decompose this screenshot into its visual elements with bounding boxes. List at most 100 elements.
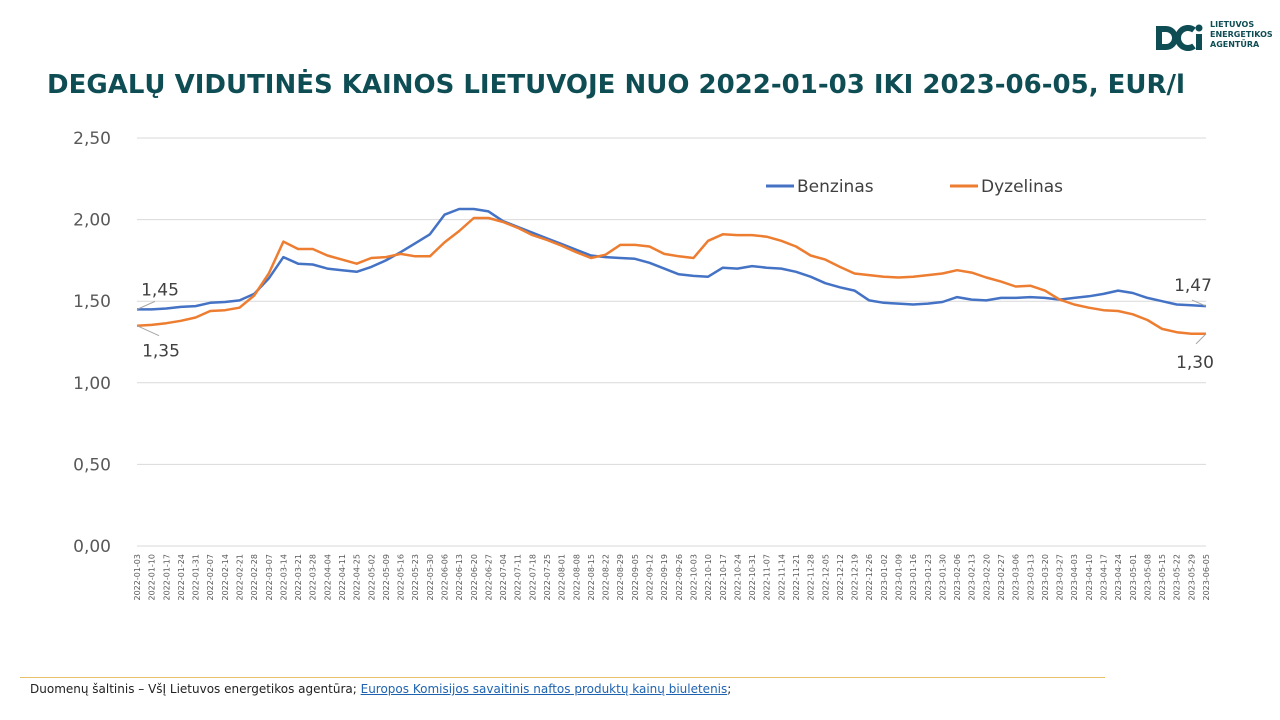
leader-line [136, 300, 156, 310]
x-tick-label: 2022-10-10 [704, 554, 713, 601]
x-tick-label: 2022-01-24 [177, 554, 186, 601]
x-tick-label: 2022-05-02 [367, 554, 376, 601]
x-tick-label: 2022-03-21 [294, 554, 303, 601]
x-tick-label: 2022-06-20 [470, 554, 479, 601]
footer-prefix: Duomenų šaltinis – VšĮ Lietuvos energeti… [30, 682, 361, 696]
x-tick-label: 2023-02-20 [982, 554, 991, 601]
x-tick-label: 2023-04-17 [1099, 554, 1108, 601]
x-tick-label: 2023-03-20 [1041, 554, 1050, 601]
x-tick-label: 2022-08-15 [587, 554, 596, 601]
y-tick-label: 2,50 [73, 129, 111, 149]
x-tick-label: 2023-04-24 [1114, 554, 1123, 601]
x-tick-label: 2022-07-11 [514, 554, 523, 601]
bulletin-link[interactable]: Europos Komisijos savaitinis naftos prod… [360, 682, 728, 696]
legend-label-dyzelinas: Dyzelinas [981, 177, 1063, 197]
legend-label-benzinas: Benzinas [797, 177, 874, 197]
x-tick-label: 2022-02-14 [221, 554, 230, 601]
x-tick-label: 2023-01-02 [880, 554, 889, 601]
x-tick-label: 2022-11-21 [792, 554, 801, 601]
x-tick-label: 2022-01-31 [192, 554, 201, 601]
x-tick-label: 2022-05-09 [382, 554, 391, 601]
logo-line: ENERGETIKOS [1210, 30, 1273, 39]
logo-line: AGENTŪRA [1210, 40, 1260, 49]
x-tick-label: 2022-12-05 [821, 554, 830, 601]
x-tick-label: 2022-09-05 [631, 554, 640, 601]
series-line-dyzelinas [136, 216, 1206, 336]
x-tick-label: 2022-01-03 [133, 554, 142, 601]
data-label-benzinas-first: 1,45 [141, 280, 179, 300]
y-tick-label: 1,50 [73, 292, 111, 312]
x-tick-label: 2022-07-25 [543, 554, 552, 601]
x-tick-label: 2022-03-14 [279, 554, 288, 601]
x-tick-label: 2022-09-26 [675, 554, 684, 601]
x-tick-label: 2023-05-15 [1158, 554, 1167, 601]
x-tick-label: 2023-06-05 [1202, 554, 1211, 601]
chart-title: DEGALŲ VIDUTINĖS KAINOS LIETUVOJE NUO 20… [47, 70, 1185, 100]
x-tick-label: 2023-03-13 [1026, 554, 1035, 601]
x-tick-label: 2023-03-27 [1056, 554, 1065, 601]
footer-suffix: ; [727, 682, 732, 696]
x-tick-label: 2022-02-28 [250, 554, 259, 601]
x-tick-label: 2023-01-09 [894, 554, 903, 601]
x-tick-label: 2022-11-07 [763, 554, 772, 601]
x-tick-label: 2022-02-21 [236, 554, 245, 601]
x-tick-label: 2022-08-22 [602, 554, 611, 601]
leader-line [1195, 333, 1207, 345]
x-tick-label: 2022-01-10 [148, 554, 157, 601]
x-tick-label: 2022-03-28 [309, 554, 318, 601]
x-tick-label: 2022-10-31 [748, 554, 757, 601]
leader-line [136, 325, 160, 337]
logo-line: LIETUVOS [1210, 20, 1255, 29]
x-tick-label: 2023-02-27 [997, 554, 1006, 601]
x-tick-label: 2022-06-27 [484, 554, 493, 601]
x-tick-label: 2023-05-29 [1187, 554, 1196, 601]
footer-source: Duomenų šaltinis – VšĮ Lietuvos energeti… [30, 682, 731, 696]
x-tick-label: 2022-10-03 [689, 554, 698, 601]
footer-divider [20, 677, 1105, 678]
x-tick-label: 2022-08-29 [616, 554, 625, 601]
x-tick-label: 2022-10-17 [719, 554, 728, 601]
x-tick-label: 2022-06-13 [455, 554, 464, 601]
x-tick-label: 2022-05-23 [411, 554, 420, 601]
x-tick-label: 2023-05-22 [1173, 554, 1182, 601]
x-tick-label: 2023-02-06 [953, 554, 962, 601]
x-tick-label: 2023-01-23 [924, 554, 933, 601]
x-tick-label: 2022-12-26 [865, 554, 874, 601]
x-tick-label: 2022-11-14 [777, 554, 786, 601]
x-tick-label: 2023-02-13 [968, 554, 977, 601]
data-label-dyzelinas-last: 1,30 [1176, 353, 1214, 373]
lea-logo-icon [1156, 24, 1203, 51]
x-tick-label: 2022-06-06 [441, 554, 450, 601]
y-tick-label: 0,00 [73, 537, 111, 557]
x-tick-label: 2023-05-08 [1143, 554, 1152, 601]
x-tick-label: 2022-09-12 [646, 554, 655, 601]
x-tick-label: 2022-02-07 [206, 554, 215, 601]
x-tick-label: 2022-07-04 [499, 554, 508, 601]
x-tick-label: 2023-01-16 [909, 554, 918, 601]
x-tick-label: 2022-09-19 [660, 554, 669, 601]
x-tick-label: 2022-03-07 [265, 554, 274, 601]
x-tick-label: 2022-05-16 [397, 554, 406, 601]
y-tick-label: 2,00 [73, 211, 111, 231]
data-label-dyzelinas-first: 1,35 [142, 342, 180, 362]
x-tick-label: 2022-08-08 [572, 554, 581, 601]
x-tick-label: 2022-04-04 [323, 554, 332, 601]
x-tick-label: 2022-12-19 [851, 554, 860, 601]
x-tick-label: 2022-01-17 [162, 554, 171, 601]
x-tick-label: 2022-08-01 [558, 554, 567, 601]
x-tick-label: 2022-04-25 [353, 554, 362, 601]
x-tick-label: 2023-04-03 [1070, 554, 1079, 601]
x-tick-label: 2023-05-01 [1129, 554, 1138, 601]
x-tick-label: 2022-04-11 [338, 554, 347, 601]
x-tick-label: 2023-03-06 [1012, 554, 1021, 601]
x-tick-label: 2023-04-10 [1085, 554, 1094, 601]
logo-text: LIETUVOS ENERGETIKOS AGENTŪRA [1210, 20, 1273, 50]
x-tick-label: 2022-12-12 [836, 554, 845, 601]
x-tick-label: 2023-01-30 [938, 554, 947, 601]
x-tick-label: 2022-11-28 [807, 554, 816, 601]
x-tick-label: 2022-05-30 [426, 554, 435, 601]
series-line-benzinas [137, 207, 1207, 311]
x-tick-label: 2022-10-24 [733, 554, 742, 601]
x-tick-label: 2022-07-18 [528, 554, 537, 601]
